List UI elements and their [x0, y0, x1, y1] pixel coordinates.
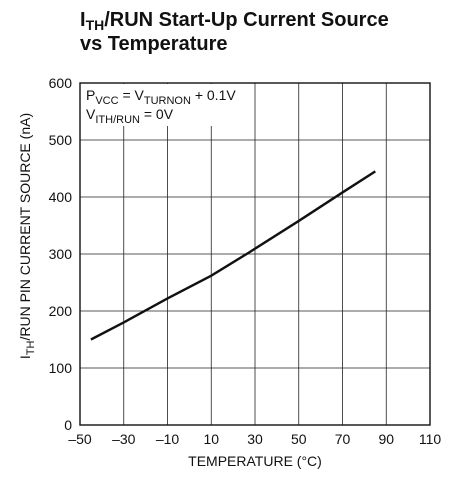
- y-axis-label-part: TH: [25, 340, 37, 355]
- y-axis-label-part: /RUN PIN CURRENT SOURCE (nA): [17, 113, 33, 341]
- annotation-box: [81, 84, 253, 126]
- y-tick-label: 300: [49, 246, 73, 262]
- chart-title-part: /RUN Start-Up Current Source: [104, 9, 388, 31]
- y-tick-label: 100: [49, 360, 73, 376]
- data-line: [90, 170, 376, 341]
- y-tick-label: 500: [49, 132, 73, 148]
- x-axis-label-part: TEMPERATURE (°C): [188, 453, 322, 469]
- y-tick-label: 0: [64, 417, 72, 433]
- plot-frame: [79, 82, 431, 426]
- y-tick-label: 600: [49, 75, 73, 91]
- annotation-part: P: [86, 87, 95, 103]
- x-tick-label: 50: [291, 431, 307, 447]
- annotation-part: = V: [119, 87, 145, 103]
- annotation-part: TURNON: [144, 95, 191, 107]
- annotation-part: V: [86, 106, 96, 122]
- x-tick-label: 90: [378, 431, 394, 447]
- annotation: VITH/RUN = 0V: [86, 106, 174, 126]
- x-tick-label: 70: [335, 431, 351, 447]
- x-tick-label: –10: [156, 431, 180, 447]
- y-axis-label-part: I: [17, 355, 33, 359]
- y-tick-label: 400: [49, 189, 73, 205]
- x-tick-label: 10: [203, 431, 219, 447]
- annotation-part: = 0V: [140, 106, 174, 122]
- y-tick-label: 200: [49, 303, 73, 319]
- chart-title-part: I: [80, 9, 86, 31]
- x-tick-label: –30: [112, 431, 136, 447]
- annotation-part: ITH/RUN: [95, 114, 140, 126]
- chart-title: vs Temperature: [80, 33, 227, 55]
- chart-title: ITH/RUN Start-Up Current Source: [80, 9, 389, 33]
- annotation-part: VCC: [95, 95, 118, 107]
- annotation-part: + 0.1V: [191, 87, 236, 103]
- x-tick-label: 30: [247, 431, 263, 447]
- annotation: PVCC = VTURNON + 0.1V: [86, 87, 236, 107]
- chart-title-part: TH: [86, 17, 105, 33]
- x-tick-label: –50: [68, 431, 92, 447]
- x-axis-label: TEMPERATURE (°C): [188, 453, 322, 469]
- x-tick-label: 110: [419, 431, 442, 447]
- y-axis-label: ITH/RUN PIN CURRENT SOURCE (nA): [17, 113, 37, 359]
- chart-title-part: vs Temperature: [80, 33, 227, 55]
